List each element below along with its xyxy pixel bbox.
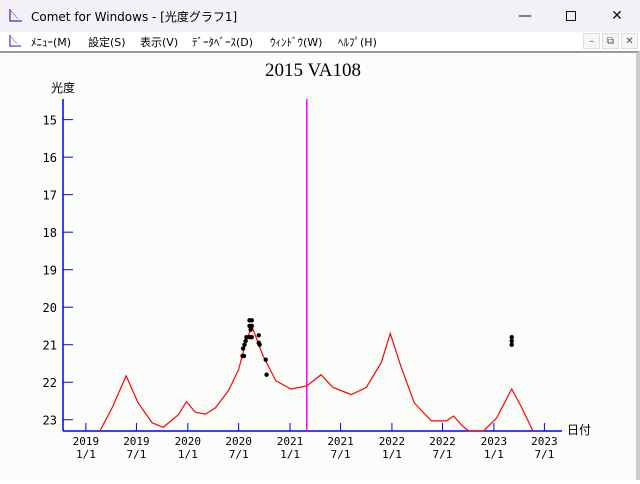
child-restore-button[interactable]: ⧉ <box>602 33 619 49</box>
window-title: Comet for Windows - [光度グラフ1] <box>31 10 238 24</box>
graph-area: 2015 VA108 光度 日付 15 16 17 18 19 20 21 22 23 2019 1… <box>0 51 640 480</box>
observation-point <box>249 323 254 329</box>
menu-menu[interactable]: ﾒﾆｭｰ(M) <box>31 36 72 49</box>
observation-point <box>240 346 246 351</box>
observation-point <box>509 342 514 347</box>
y-tick-label: 23 <box>43 414 57 428</box>
maximize-icon <box>566 11 576 21</box>
predicted-curve <box>99 324 534 432</box>
child-window-icon[interactable] <box>9 34 22 47</box>
x-tick-date: 1/1 <box>76 448 96 461</box>
x-tick-year: 2021 <box>327 435 354 448</box>
x-tick-date: 7/1 <box>433 448 453 461</box>
x-tick-year: 2020 <box>175 435 202 448</box>
maximize-button[interactable] <box>548 0 594 32</box>
observation-point <box>263 357 268 362</box>
observation-point <box>249 335 254 340</box>
observation-point <box>241 353 247 359</box>
y-tick-label: 21 <box>43 339 57 353</box>
app-icon <box>9 9 22 22</box>
close-button[interactable]: ✕ <box>594 0 640 32</box>
observation-point <box>257 342 262 347</box>
x-tick-date: 1/1 <box>484 448 504 461</box>
magnitude-chart: 2015 VA108 光度 日付 15161718192021222320191… <box>43 60 591 461</box>
observation-point <box>509 335 514 340</box>
minimize-icon: — <box>518 8 532 24</box>
observation-point <box>256 333 261 338</box>
x-axis-label: 日付 <box>567 423 591 437</box>
x-tick-year: 2022 <box>429 435 456 448</box>
menu-database[interactable]: ﾃﾞｰﾀﾍﾞｰｽ(D) <box>192 36 254 49</box>
x-tick-year: 2019 <box>123 435 150 448</box>
child-close-button[interactable]: ✕ <box>621 33 638 49</box>
y-tick-label: 16 <box>43 151 57 165</box>
x-tick-year: 2021 <box>277 435 304 448</box>
x-tick-date: 7/1 <box>534 448 554 461</box>
x-tick-date: 7/1 <box>229 448 249 461</box>
x-tick-year: 2023 <box>531 435 558 448</box>
observation-point <box>249 318 254 323</box>
y-tick-label: 17 <box>43 189 57 203</box>
y-tick-label: 18 <box>43 226 57 240</box>
observation-point <box>243 338 248 344</box>
observation-point <box>244 335 249 340</box>
observation-point <box>242 342 247 347</box>
x-tick-date: 1/1 <box>280 448 300 461</box>
x-tick-year: 2023 <box>481 435 508 448</box>
chart-title: 2015 VA108 <box>265 60 361 81</box>
minimize-button[interactable]: — <box>502 0 548 32</box>
x-tick-date: 1/1 <box>382 448 402 461</box>
menu-settings[interactable]: 設定(S) <box>88 36 126 49</box>
x-tick-date: 7/1 <box>127 448 147 461</box>
child-minimize-button[interactable]: – <box>583 33 600 49</box>
observation-point <box>264 372 269 377</box>
title-bar: Comet for Windows - [光度グラフ1] — ✕ <box>0 0 640 32</box>
x-tick-year: 2020 <box>225 435 252 448</box>
y-tick-label: 15 <box>43 114 57 128</box>
y-tick-label: 20 <box>43 301 57 315</box>
y-tick-label: 22 <box>43 376 57 390</box>
menu-help[interactable]: ﾍﾙﾌﾟ(H) <box>338 36 377 49</box>
y-axis-label: 光度 <box>51 80 75 95</box>
y-tick-label: 19 <box>43 264 57 278</box>
menu-window[interactable]: ｳｨﾝﾄﾞｳ(W) <box>270 36 323 49</box>
menu-bar: ﾒﾆｭｰ(M) 設定(S) 表示(V) ﾃﾞｰﾀﾍﾞｰｽ(D) ｳｨﾝﾄﾞｳ(W… <box>0 32 640 50</box>
observation-point <box>509 338 514 344</box>
menu-view[interactable]: 表示(V) <box>140 36 179 49</box>
x-tick-date: 7/1 <box>331 448 351 461</box>
observation-point <box>248 327 253 332</box>
x-tick-year: 2019 <box>73 435 100 448</box>
close-icon: ✕ <box>611 8 623 24</box>
x-tick-year: 2022 <box>379 435 406 448</box>
x-tick-date: 1/1 <box>178 448 198 461</box>
